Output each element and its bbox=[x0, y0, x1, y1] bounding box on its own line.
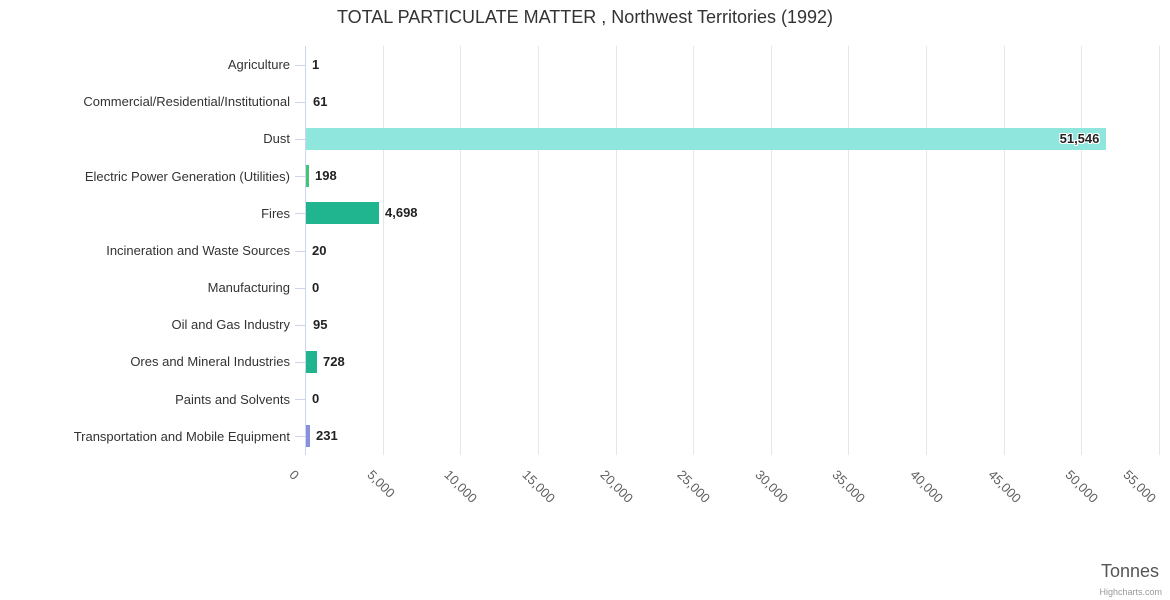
x-axis-tick-label: 35,000 bbox=[829, 467, 869, 506]
bar[interactable] bbox=[306, 165, 309, 188]
category-label: Dust bbox=[263, 131, 290, 147]
gridline bbox=[460, 46, 461, 455]
category-label: Transportation and Mobile Equipment bbox=[73, 428, 290, 444]
value-label: 0 bbox=[312, 391, 320, 407]
y-axis-tick bbox=[295, 102, 305, 103]
x-axis-title: Tonnes bbox=[1100, 561, 1159, 581]
y-axis-tick bbox=[295, 139, 305, 140]
x-axis-tick-label: 0 bbox=[286, 467, 303, 483]
gridline bbox=[383, 46, 384, 455]
y-axis-tick bbox=[295, 399, 305, 400]
value-label: 20 bbox=[312, 242, 327, 258]
x-axis-tick-label: 25,000 bbox=[674, 467, 714, 506]
gridline bbox=[1004, 46, 1005, 455]
category-label: Electric Power Generation (Utilities) bbox=[84, 168, 290, 184]
value-label: 198 bbox=[315, 168, 337, 184]
category-label: Paints and Solvents bbox=[175, 391, 290, 407]
value-label: 95 bbox=[313, 316, 328, 332]
value-label: 51,546 bbox=[1059, 130, 1100, 146]
y-axis-tick bbox=[295, 436, 305, 437]
x-axis-tick-label: 40,000 bbox=[907, 467, 947, 506]
category-label: Manufacturing bbox=[207, 280, 290, 296]
value-label: 0 bbox=[312, 279, 320, 295]
y-axis-tick bbox=[295, 213, 305, 214]
category-label: Agriculture bbox=[227, 57, 290, 72]
gridline bbox=[1159, 46, 1160, 455]
y-axis-tick bbox=[295, 251, 305, 252]
category-label: Incineration and Waste Sources bbox=[106, 242, 290, 258]
category-label: Fires bbox=[261, 205, 290, 221]
value-label: 231 bbox=[316, 428, 338, 444]
gridline bbox=[693, 46, 694, 455]
category-label: Oil and Gas Industry bbox=[171, 317, 291, 333]
value-label: 61 bbox=[313, 93, 328, 109]
y-axis-tick bbox=[295, 362, 305, 363]
value-label: 1 bbox=[312, 56, 320, 72]
highcharts-credit-link[interactable]: Highcharts.com bbox=[1099, 587, 1162, 597]
x-axis-tick-label: 5,000 bbox=[364, 467, 399, 501]
gridline bbox=[771, 46, 772, 455]
gridline bbox=[848, 46, 849, 455]
value-label: 4,698 bbox=[385, 205, 418, 221]
x-axis-tick-label: 30,000 bbox=[752, 467, 792, 506]
bar[interactable] bbox=[306, 127, 1106, 150]
bar[interactable] bbox=[306, 351, 317, 374]
x-axis-tick-label: 10,000 bbox=[441, 467, 481, 506]
x-axis-tick-label: 45,000 bbox=[985, 467, 1025, 506]
x-axis-tick-label: 20,000 bbox=[597, 467, 637, 506]
x-axis-tick-label: 55,000 bbox=[1120, 467, 1160, 506]
plot-area: 1 61 51,546 198 4,698 20 0 95 728 0 231 bbox=[305, 46, 1160, 455]
gridline bbox=[538, 46, 539, 455]
y-axis-tick bbox=[295, 325, 305, 326]
y-axis-tick bbox=[295, 65, 305, 66]
category-label: Commercial/Residential/Institutional bbox=[83, 94, 290, 110]
gridline bbox=[926, 46, 927, 455]
gridline bbox=[1081, 46, 1082, 455]
chart-title: TOTAL PARTICULATE MATTER , Northwest Ter… bbox=[336, 7, 834, 27]
value-label: 728 bbox=[323, 354, 345, 370]
y-axis-tick bbox=[295, 288, 305, 289]
x-axis-tick-label: 50,000 bbox=[1062, 467, 1102, 506]
y-axis-line bbox=[305, 46, 306, 455]
y-axis-tick bbox=[295, 176, 305, 177]
bar[interactable] bbox=[306, 425, 310, 448]
x-axis-tick-label: 15,000 bbox=[519, 467, 559, 506]
gridline bbox=[616, 46, 617, 455]
category-label: Ores and Mineral Industries bbox=[130, 354, 290, 370]
bar[interactable] bbox=[306, 202, 379, 225]
